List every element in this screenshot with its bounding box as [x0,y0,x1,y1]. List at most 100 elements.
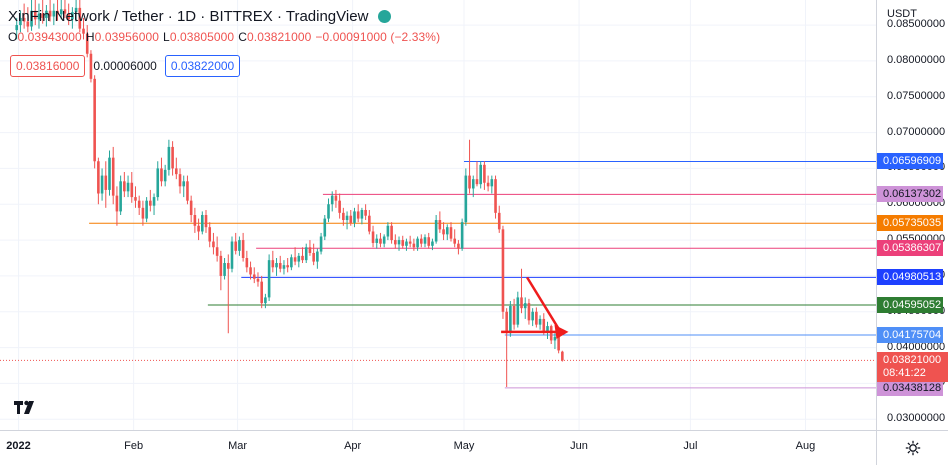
candle-body [483,164,486,183]
level-price-tag[interactable]: 0.04980513 [877,269,943,286]
candle-body [557,336,560,351]
candle-body [119,181,122,212]
ohlc-values: O0.03943000 H0.03956000 L0.03805000 C0.0382… [8,30,444,44]
candle-body [327,204,330,219]
candle-body [208,227,212,242]
candle-body [275,263,278,268]
candle-body [464,175,468,223]
level-price-tag[interactable]: 0.06137302 [877,186,943,203]
candle-body [278,263,282,269]
candle-body [212,241,215,248]
candle-body [45,10,48,18]
buy-button[interactable]: 0.03822000 [164,55,241,77]
level-price-tag[interactable]: 0.04175704 [877,326,943,343]
candle-body [15,25,19,31]
candle-body [301,255,304,261]
candle-body [561,351,564,361]
candle-body [479,164,482,185]
candlestick-chart[interactable] [0,0,876,430]
candle-body [460,222,464,249]
price-tick-label: 0.08500000 [887,18,946,31]
candle-body [37,13,41,20]
currency-label[interactable]: USDT [887,8,917,20]
arrow-diagonal-line [526,276,562,333]
candle-body [449,227,453,239]
time-axis[interactable]: 2022 Feb Mar Apr May Jun Jul Aug [0,430,876,465]
time-tick-label: May [453,440,475,452]
candle-body [379,238,382,244]
candle-body [123,181,126,192]
candle-body [401,240,405,246]
candle-body [282,265,286,269]
candle-body [431,241,434,246]
market-status-icon[interactable] [378,10,392,23]
level-price-tag[interactable]: 0.04595052 [877,296,943,313]
candle-body [527,303,531,321]
candle-body [22,17,26,22]
candle-body [104,175,108,190]
candle-body [82,28,85,34]
candle-body [48,10,52,17]
candle-body [494,179,497,213]
candle-body [338,200,341,213]
spread-value: 0.00006000 [93,59,157,73]
current-price-tag[interactable]: 0.03821000 08:41:22 [877,352,948,383]
candle-body [516,297,520,325]
candle-body [368,215,371,232]
candle-body [71,12,74,20]
candle-body [97,161,100,194]
ohlc-item: L0.03805000 [163,30,235,44]
candle-body [501,229,505,312]
bar-countdown: 08:41:22 [883,367,926,380]
price-tick-label: 0.08000000 [887,53,946,66]
candle-body [26,21,30,27]
level-price-tag[interactable]: 0.05735035 [877,215,943,232]
chart-settings-button[interactable] [876,430,948,465]
candle-body [364,209,367,216]
level-price-tag[interactable]: 0.06596909 [877,153,943,170]
candle-body [197,225,200,232]
candle-body [200,215,204,232]
candle-body [419,238,423,244]
candle-body [59,9,63,15]
candle-body [186,181,189,201]
time-tick-label: Jun [570,440,588,452]
candle-body [345,215,349,221]
candle-body [416,238,419,248]
candle-body [89,53,93,79]
candle-body [371,231,375,243]
level-price-tag[interactable]: 0.05386307 [877,240,943,257]
current-price-value: 0.03821000 [883,354,942,367]
tradingview-logo-icon[interactable] [14,400,38,421]
candle-body [100,175,104,194]
candle-body [63,9,67,14]
candle-body [405,241,408,246]
time-tick-label: Mar [228,440,248,452]
candle-body [204,215,208,228]
candle-body [304,247,308,261]
price-axis[interactable]: USDT 0.08500000 0.08000000 0.07500000 0.070… [876,0,948,430]
ohlc-item: H0.03956000 [85,30,160,44]
candle-body [260,281,263,304]
candle-body [457,243,460,249]
level-price-tag[interactable]: 0.03438128 [877,379,943,396]
symbol-title-text: XinFin Network / Tether · 1D · BITTREX ·… [8,8,369,25]
candle-body [542,318,546,332]
candle-body [286,265,289,268]
candle-body [412,243,416,248]
candle-body [434,220,438,242]
candle-body [189,200,193,215]
candle-body [167,146,171,170]
candle-body [427,237,431,246]
sell-button[interactable]: 0.03816000 [10,55,86,77]
candle-body [334,195,338,201]
candle-body [30,10,33,27]
chart-area[interactable]: XinFin Network / Tether · 1D · BITTREX ·… [0,0,876,430]
candle-body [390,225,393,241]
candle-body [111,157,115,196]
candle-body [175,168,178,175]
candle-body [130,182,134,198]
candle-body [349,215,353,223]
candle-body [293,257,297,262]
candle-body [553,336,557,341]
